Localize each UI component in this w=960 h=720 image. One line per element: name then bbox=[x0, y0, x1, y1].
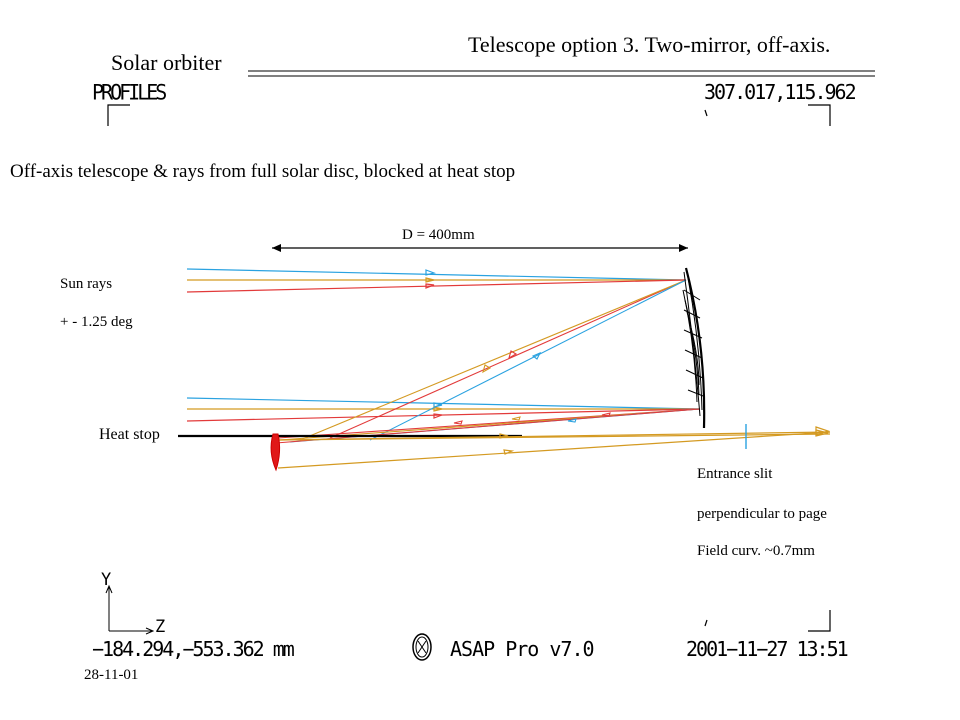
lower-ray-bundle bbox=[186, 397, 701, 422]
view-coordinates-top: 307.017,115.962 bbox=[704, 80, 857, 104]
axis-z-label: Z bbox=[155, 617, 166, 637]
upper-ray-bundle bbox=[186, 268, 687, 293]
bottom-frame-brackets bbox=[704, 610, 831, 632]
focus-rays bbox=[277, 426, 831, 469]
plot-label: PROFILES bbox=[92, 79, 167, 105]
view-coordinates-bottom: −184.294,−553.362 mm bbox=[92, 637, 295, 661]
primary-mirror bbox=[682, 267, 706, 429]
note-field-curvature: Field curv. ~0.7mm bbox=[697, 543, 815, 559]
axis-y-label: Y bbox=[101, 570, 112, 590]
sun-rays-label: Sun rays bbox=[60, 276, 113, 292]
axis-indicator bbox=[105, 584, 155, 635]
reflected-rays bbox=[275, 279, 701, 444]
breault-logo-icon bbox=[412, 633, 432, 661]
heat-stop-label: Heat stop bbox=[99, 426, 160, 443]
diagram-subtitle: Off-axis telescope & rays from full sola… bbox=[10, 161, 516, 182]
note-entrance-slit: Entrance slit bbox=[697, 466, 773, 482]
secondary-mirror bbox=[270, 433, 281, 472]
slide-title: Telescope option 3. Two-mirror, off-axis… bbox=[468, 32, 831, 57]
note-perpendicular: perpendicular to page bbox=[697, 506, 827, 522]
plot-datetime: 2001−11−27 13:51 bbox=[686, 637, 849, 661]
dimension-label: D = 400mm bbox=[402, 227, 475, 243]
software-version: ASAP Pro v7.0 bbox=[450, 637, 595, 661]
sun-rays-angle: + - 1.25 deg bbox=[60, 314, 133, 330]
slide-date: 28-11-01 bbox=[84, 667, 139, 683]
project-title: Solar orbiter bbox=[111, 50, 222, 75]
top-frame-brackets bbox=[107, 104, 831, 126]
